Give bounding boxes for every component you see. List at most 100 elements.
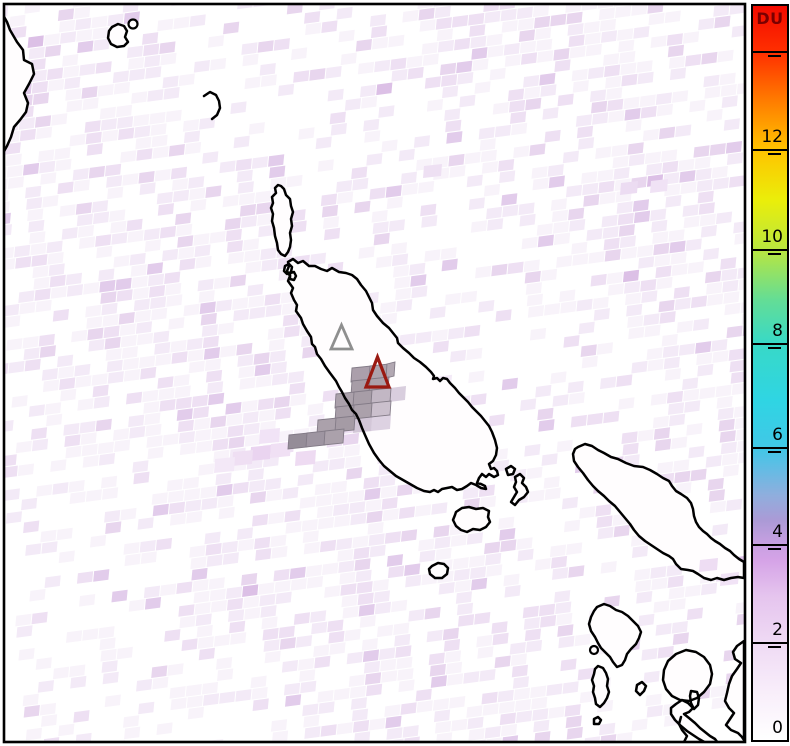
noise-tile bbox=[641, 648, 658, 661]
noise-tile bbox=[700, 582, 718, 596]
highlight-cell bbox=[214, 457, 235, 473]
noise-tile bbox=[239, 204, 257, 217]
noise-tile bbox=[268, 511, 285, 525]
noise-tile bbox=[721, 268, 738, 282]
noise-tile bbox=[544, 129, 561, 143]
noise-tile bbox=[523, 617, 540, 630]
noise-tile bbox=[468, 370, 485, 384]
noise-tile bbox=[644, 324, 661, 338]
coastline-ring-islet-vella bbox=[588, 644, 600, 656]
noise-tile bbox=[74, 6, 91, 19]
noise-tile bbox=[721, 95, 738, 108]
noise-tile bbox=[615, 5, 632, 19]
noise-tile bbox=[479, 138, 496, 151]
noise-tile bbox=[396, 483, 413, 497]
noise-tile bbox=[726, 152, 744, 165]
noise-tile bbox=[685, 238, 702, 252]
noise-tile bbox=[167, 490, 185, 503]
noise-tile bbox=[707, 293, 724, 306]
noise-tile bbox=[281, 660, 299, 673]
noise-tile bbox=[468, 197, 485, 210]
noise-tile bbox=[540, 268, 558, 282]
noise-tile bbox=[438, 582, 455, 595]
noise-tile bbox=[176, 223, 193, 237]
noise-tile bbox=[521, 236, 538, 250]
noise-tile bbox=[382, 508, 399, 522]
noise-tile bbox=[225, 402, 242, 415]
noise-tile bbox=[206, 554, 223, 567]
noise-tile bbox=[683, 215, 700, 229]
noise-tile bbox=[370, 25, 388, 39]
noise-tile bbox=[435, 547, 452, 561]
noise-tile bbox=[434, 536, 451, 549]
noise-tile bbox=[591, 100, 608, 114]
noise-tile bbox=[124, 726, 141, 740]
noise-tile bbox=[562, 150, 579, 164]
noise-tile bbox=[655, 265, 672, 279]
noise-tile bbox=[247, 283, 264, 297]
noise-tile bbox=[349, 685, 366, 699]
noise-tile bbox=[222, 552, 239, 565]
noise-tile bbox=[567, 380, 584, 394]
noise-tile bbox=[400, 171, 417, 185]
noise-tile bbox=[468, 12, 485, 26]
noise-tile bbox=[524, 628, 542, 642]
noise-tile bbox=[530, 685, 547, 699]
noise-tile bbox=[76, 571, 94, 584]
noise-tile bbox=[631, 545, 649, 558]
noise-tile bbox=[525, 639, 543, 653]
noise-tile bbox=[616, 201, 633, 214]
noise-tile bbox=[398, 148, 415, 162]
noise-tile bbox=[179, 258, 196, 271]
noise-tile bbox=[399, 333, 416, 346]
noise-tile bbox=[556, 439, 573, 453]
noise-tile bbox=[552, 567, 569, 580]
noise-tile bbox=[552, 221, 570, 234]
noise-tile bbox=[687, 261, 704, 274]
noise-tile bbox=[492, 102, 509, 115]
colorbar-tick-label: 2 bbox=[772, 620, 783, 640]
noise-tile bbox=[431, 329, 448, 342]
noise-tile bbox=[257, 40, 274, 53]
noise-tile bbox=[529, 143, 546, 156]
noise-tile bbox=[120, 150, 137, 163]
noise-tile bbox=[129, 426, 146, 439]
noise-tile bbox=[90, 534, 107, 548]
noise-tile bbox=[444, 292, 461, 306]
noise-tile bbox=[70, 675, 87, 689]
noise-tile bbox=[274, 407, 292, 420]
noise-tile bbox=[470, 35, 487, 49]
noise-tile bbox=[215, 299, 233, 312]
noise-tile bbox=[314, 482, 331, 496]
noise-tile bbox=[673, 286, 690, 299]
noise-tile bbox=[157, 18, 174, 32]
noise-tile bbox=[151, 307, 168, 321]
noise-tile bbox=[211, 426, 228, 440]
noise-tile bbox=[404, 563, 421, 576]
noise-tile bbox=[558, 635, 575, 649]
noise-tile bbox=[586, 412, 604, 426]
noise-tile bbox=[484, 541, 501, 555]
noise-tile bbox=[532, 708, 549, 721]
noise-tile bbox=[232, 481, 249, 495]
noise-tile bbox=[500, 723, 518, 737]
coastline-ranongga-island bbox=[590, 664, 611, 709]
noise-tile bbox=[590, 273, 607, 287]
noise-tile bbox=[415, 504, 432, 517]
noise-tile bbox=[675, 124, 692, 138]
noise-tile bbox=[689, 99, 706, 113]
noise-tile bbox=[498, 516, 515, 530]
noise-tile bbox=[538, 603, 556, 617]
noise-tile bbox=[73, 179, 90, 192]
noise-tile bbox=[737, 267, 745, 279]
noise-tile bbox=[140, 551, 157, 564]
noise-tile bbox=[653, 600, 670, 613]
noise-tile bbox=[143, 585, 161, 599]
noise-tile bbox=[105, 163, 122, 177]
noise-tile bbox=[457, 72, 474, 85]
noise-tile bbox=[183, 476, 200, 490]
land-ring-islet-vella bbox=[590, 646, 598, 654]
noise-tile bbox=[242, 584, 259, 597]
noise-tile bbox=[271, 546, 288, 559]
noise-tile bbox=[352, 720, 370, 733]
